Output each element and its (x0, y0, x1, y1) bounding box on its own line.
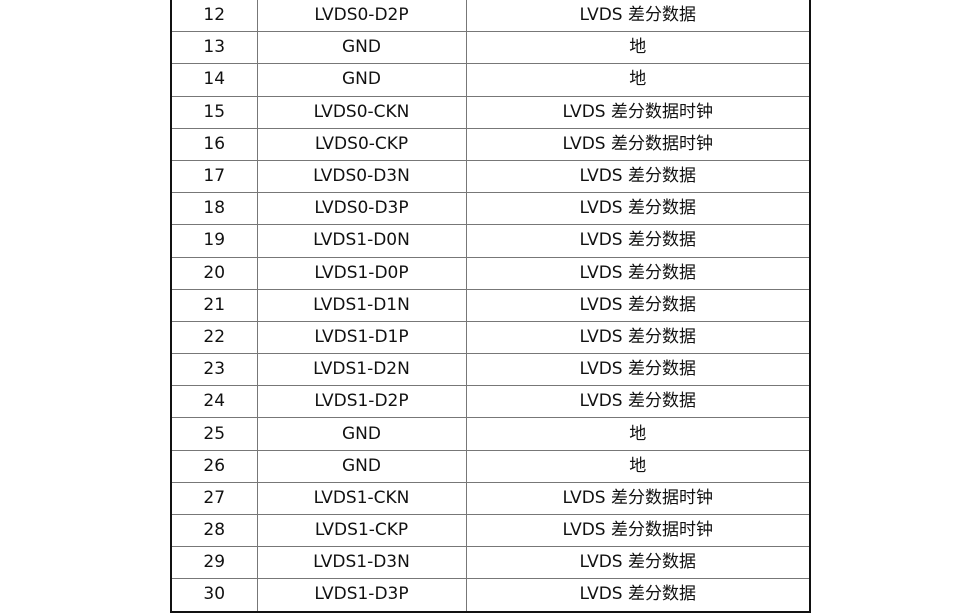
pin-number-cell: 24 (170, 385, 258, 419)
description-cell: 地 (465, 417, 811, 451)
pin-number-cell: 16 (170, 127, 258, 161)
pin-number-cell: 14 (170, 63, 258, 97)
table-row: 27 LVDS1-CKN LVDS 差分数据时钟 (170, 481, 811, 516)
table-row: 19 LVDS1-D0N LVDS 差分数据 (170, 224, 811, 258)
table-row: 17 LVDS0-D3N LVDS 差分数据 (170, 159, 811, 194)
description-cell: LVDS 差分数据 (465, 578, 811, 613)
table-row: 30 LVDS1-D3P LVDS 差分数据 (170, 578, 811, 613)
description-cell: LVDS 差分数据 (465, 159, 811, 194)
table-row: 15 LVDS0-CKN LVDS 差分数据时钟 (170, 95, 811, 129)
table-row: 24 LVDS1-D2P LVDS 差分数据 (170, 385, 811, 419)
description-cell: LVDS 差分数据 (465, 385, 811, 419)
pin-number-cell: 26 (170, 449, 258, 483)
table-row: 29 LVDS1-D3N LVDS 差分数据 (170, 546, 811, 580)
signal-name-cell: LVDS1-CKP (256, 513, 467, 548)
signal-name-cell: LVDS1-D1N (256, 288, 467, 322)
pin-number-cell: 28 (170, 513, 258, 548)
description-cell: LVDS 差分数据 (465, 0, 811, 33)
description-cell: LVDS 差分数据 (465, 256, 811, 290)
table-row: 18 LVDS0-D3P LVDS 差分数据 (170, 192, 811, 226)
description-cell: LVDS 差分数据 (465, 353, 811, 387)
table-row: 22 LVDS1-D1P LVDS 差分数据 (170, 320, 811, 355)
table-row: 25 GND 地 (170, 417, 811, 451)
signal-name-cell: GND (256, 31, 467, 65)
signal-name-cell: LVDS0-CKN (256, 95, 467, 129)
pin-number-cell: 21 (170, 288, 258, 322)
signal-name-cell: LVDS0-D3P (256, 192, 467, 226)
pin-definition-table: 12 LVDS0-D2P LVDS 差分数据 13 GND 地 14 GND 地 15 LVDS0-… (170, 0, 811, 613)
pin-number-cell: 17 (170, 159, 258, 194)
table-row: 20 LVDS1-D0P LVDS 差分数据 (170, 256, 811, 290)
pin-number-cell: 27 (170, 481, 258, 516)
signal-name-cell: LVDS1-D0P (256, 256, 467, 290)
table-row: 21 LVDS1-D1N LVDS 差分数据 (170, 288, 811, 322)
description-cell: LVDS 差分数据时钟 (465, 127, 811, 161)
pin-number-cell: 30 (170, 578, 258, 613)
pin-number-cell: 13 (170, 31, 258, 65)
description-cell: 地 (465, 63, 811, 97)
description-cell: LVDS 差分数据 (465, 546, 811, 580)
pin-number-cell: 20 (170, 256, 258, 290)
pin-number-cell: 18 (170, 192, 258, 226)
table-row: 16 LVDS0-CKP LVDS 差分数据时钟 (170, 127, 811, 161)
signal-name-cell: GND (256, 417, 467, 451)
description-cell: LVDS 差分数据时钟 (465, 481, 811, 516)
description-cell: LVDS 差分数据 (465, 320, 811, 355)
signal-name-cell: LVDS1-D0N (256, 224, 467, 258)
table-row: 26 GND 地 (170, 449, 811, 483)
description-cell: LVDS 差分数据 (465, 224, 811, 258)
signal-name-cell: LVDS1-D3P (256, 578, 467, 613)
table-row: 14 GND 地 (170, 63, 811, 97)
table-body: 12 LVDS0-D2P LVDS 差分数据 13 GND 地 14 GND 地 15 LVDS0-… (170, 0, 811, 613)
signal-name-cell: LVDS1-D2P (256, 385, 467, 419)
pin-number-cell: 25 (170, 417, 258, 451)
signal-name-cell: LVDS1-D3N (256, 546, 467, 580)
description-cell: 地 (465, 31, 811, 65)
signal-name-cell: LVDS1-D2N (256, 353, 467, 387)
table-row: 23 LVDS1-D2N LVDS 差分数据 (170, 353, 811, 387)
signal-name-cell: LVDS0-D2P (256, 0, 467, 33)
signal-name-cell: LVDS0-D3N (256, 159, 467, 194)
pin-number-cell: 12 (170, 0, 258, 33)
description-cell: 地 (465, 449, 811, 483)
pin-number-cell: 29 (170, 546, 258, 580)
table-row: 13 GND 地 (170, 31, 811, 65)
pin-number-cell: 19 (170, 224, 258, 258)
signal-name-cell: LVDS1-CKN (256, 481, 467, 516)
pin-number-cell: 22 (170, 320, 258, 355)
pin-number-cell: 15 (170, 95, 258, 129)
signal-name-cell: LVDS1-D1P (256, 320, 467, 355)
description-cell: LVDS 差分数据时钟 (465, 513, 811, 548)
signal-name-cell: GND (256, 449, 467, 483)
signal-name-cell: LVDS0-CKP (256, 127, 467, 161)
description-cell: LVDS 差分数据时钟 (465, 95, 811, 129)
pin-number-cell: 23 (170, 353, 258, 387)
description-cell: LVDS 差分数据 (465, 192, 811, 226)
table-row: 28 LVDS1-CKP LVDS 差分数据时钟 (170, 513, 811, 548)
description-cell: LVDS 差分数据 (465, 288, 811, 322)
table-row: 12 LVDS0-D2P LVDS 差分数据 (170, 0, 811, 33)
signal-name-cell: GND (256, 63, 467, 97)
